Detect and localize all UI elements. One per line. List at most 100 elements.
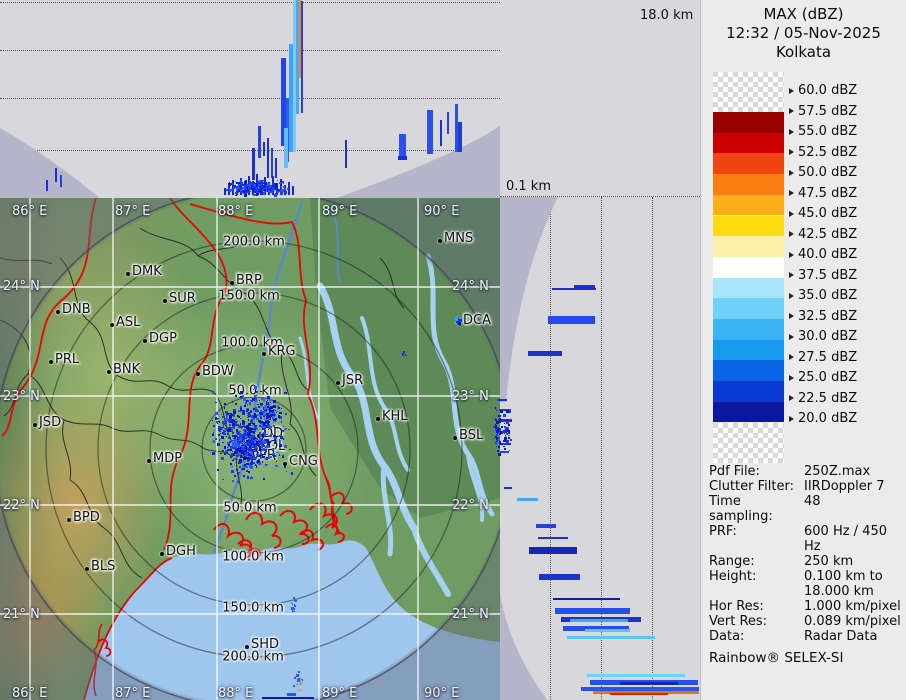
info-label: Vert Res:	[709, 614, 768, 629]
range-ring-label: 50.0 km	[223, 500, 277, 516]
tick-arrow-icon	[789, 354, 794, 360]
station-dot-icon	[67, 518, 71, 522]
lat-label: 22° N	[3, 498, 40, 513]
info-label: Pdf File:	[709, 464, 760, 479]
lat-label: 24° N	[452, 279, 489, 294]
lon-label: 89° E	[322, 204, 358, 219]
dbz-colorbar	[713, 72, 784, 463]
station-dot-icon	[160, 552, 164, 556]
station-label: MDP	[153, 451, 183, 466]
sea-area	[84, 540, 500, 700]
station-label: JSR	[342, 373, 364, 388]
station-dot-icon	[336, 381, 340, 385]
dbz-scale-label: 50.0 dBZ	[789, 166, 857, 180]
station-label: CNG	[289, 454, 318, 469]
profile-gridline	[550, 197, 551, 700]
tick-arrow-icon	[789, 292, 794, 299]
station-dot-icon	[143, 339, 147, 343]
station-label: DPR	[249, 448, 276, 463]
dbz-scale-label: 32.5 dBZ	[789, 309, 857, 324]
dbz-scale-label: 57.5 dBZ	[789, 104, 857, 119]
vertical-profile-panel-top[interactable]	[0, 0, 500, 198]
station-dot-icon	[85, 567, 89, 571]
station-label: BNK	[113, 362, 141, 377]
dbz-band	[713, 298, 784, 319]
dbz-scale-label: 60.0 dBZ	[789, 84, 857, 98]
tick-arrow-icon	[789, 374, 794, 381]
info-value: 600 Hz / 450 Hz	[804, 524, 888, 554]
map-label-layer: 86° E 86° E 87° E 87° E 88° E 88° E 89° E 89° E…	[0, 198, 500, 700]
range-ring-label: 200.0 km	[223, 234, 285, 250]
dbz-band	[713, 381, 784, 402]
station-label: DNB	[62, 302, 91, 317]
station-dot-icon	[283, 462, 287, 466]
dbz-scale-label: 42.5 dBZ	[789, 227, 857, 242]
software-name: Rainbow® SELEX-SI	[709, 650, 844, 666]
station-dot-icon	[49, 360, 53, 364]
station-dot-icon	[110, 323, 114, 327]
info-value: 250 km	[804, 554, 854, 569]
info-value: IIRDoppler 7	[804, 479, 885, 494]
lon-label: 88° E	[218, 204, 254, 219]
dbz-scale-labels: 60.0 dBZ 57.5 dBZ 55.0 dBZ 52.5 dBZ 50.0 dBZ…	[789, 0, 899, 470]
station-label: BSL	[459, 428, 484, 443]
lat-label: 23° N	[452, 389, 489, 404]
station-dot-icon	[262, 352, 266, 356]
product-title: MAX (dBZ)	[763, 5, 844, 23]
station-dot-icon	[56, 310, 60, 314]
dbz-scale-label: 20.0 dBZ	[789, 412, 857, 426]
tick-arrow-icon	[789, 251, 794, 258]
station-dot-icon	[453, 436, 457, 440]
station-dot-icon	[163, 299, 167, 303]
info-label: Range:	[709, 554, 755, 569]
profile-min-height-label: 0.1 km	[506, 179, 551, 194]
station-label: DGH	[166, 544, 196, 559]
station-dot-icon	[230, 281, 234, 285]
station-label: JSD	[39, 415, 62, 430]
dbz-band	[713, 236, 784, 257]
station-label: PRL	[55, 352, 80, 367]
info-value: 48	[804, 494, 821, 509]
range-ring-label: 100.0 km	[221, 335, 283, 351]
station-label: DCA	[463, 313, 491, 328]
info-label: PRF:	[709, 524, 737, 539]
range-dome-edge	[0, 126, 500, 198]
vertical-profile-panel-right[interactable]	[500, 196, 700, 700]
tick-arrow-icon	[789, 395, 794, 401]
dbz-scale-label: 35.0 dBZ	[789, 289, 857, 303]
lat-label: 21° N	[452, 607, 489, 622]
dbz-band	[713, 174, 784, 195]
range-ring-label: 150.0 km	[222, 600, 284, 616]
dbz-scale-label: 52.5 dBZ	[789, 145, 857, 160]
tick-arrow-icon	[789, 313, 794, 319]
dbz-scale-label: 25.0 dBZ	[789, 371, 857, 385]
station-dot-icon	[245, 645, 249, 649]
info-label: Height:	[709, 569, 757, 584]
info-label: Hor Res:	[709, 599, 764, 614]
tick-arrow-icon	[789, 210, 794, 217]
lat-label: 24° N	[3, 279, 40, 294]
station-label: BRP	[236, 273, 262, 288]
dbz-band	[713, 256, 784, 278]
lon-label: 90° E	[424, 204, 460, 219]
info-label: Clutter Filter:	[709, 479, 794, 494]
tick-arrow-icon	[789, 415, 794, 422]
tick-arrow-icon	[789, 169, 794, 176]
station-dot-icon	[457, 321, 461, 325]
profile-gridline	[601, 197, 602, 700]
station-label: BLS	[91, 559, 116, 574]
range-ring-label: 200.0 km	[222, 649, 284, 665]
radar-map-panel[interactable]: 86° E 86° E 87° E 87° E 88° E 88° E 89° E 89° E…	[0, 198, 500, 700]
station-label: ASL	[116, 315, 141, 330]
dbz-scale-label: 30.0 dBZ	[789, 330, 857, 344]
lat-label: 21° N	[3, 607, 40, 622]
tick-arrow-icon	[789, 333, 794, 340]
dbz-band	[713, 132, 784, 154]
lon-label: 87° E	[115, 204, 151, 219]
profile-gridline	[652, 197, 653, 700]
dbz-band	[713, 277, 784, 299]
station-dot-icon	[438, 239, 442, 243]
tick-arrow-icon	[789, 149, 794, 155]
station-dot-icon	[376, 417, 380, 421]
dbz-band	[713, 339, 784, 361]
